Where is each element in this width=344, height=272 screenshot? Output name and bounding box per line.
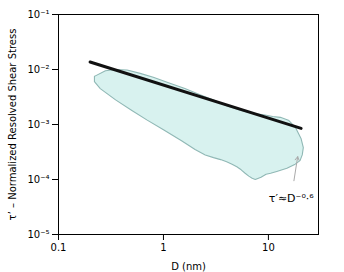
- svg-text:D (nm): D (nm): [171, 261, 206, 272]
- svg-text:0.1: 0.1: [51, 242, 67, 253]
- svg-text:τ’ – Normalized Resolved Shear: τ’ – Normalized Resolved Shear Stress: [7, 29, 18, 221]
- svg-text:10: 10: [262, 242, 275, 253]
- svg-text:10⁻²: 10⁻²: [27, 64, 49, 75]
- svg-text:τ′≈D⁻⁰·⁶: τ′≈D⁻⁰·⁶: [269, 192, 315, 205]
- svg-text:10⁻¹: 10⁻¹: [27, 9, 49, 20]
- svg-text:10⁻⁵: 10⁻⁵: [27, 229, 49, 240]
- svg-text:10⁻³: 10⁻³: [27, 119, 49, 130]
- svg-text:1: 1: [160, 242, 166, 253]
- svg-text:10⁻⁴: 10⁻⁴: [27, 174, 49, 185]
